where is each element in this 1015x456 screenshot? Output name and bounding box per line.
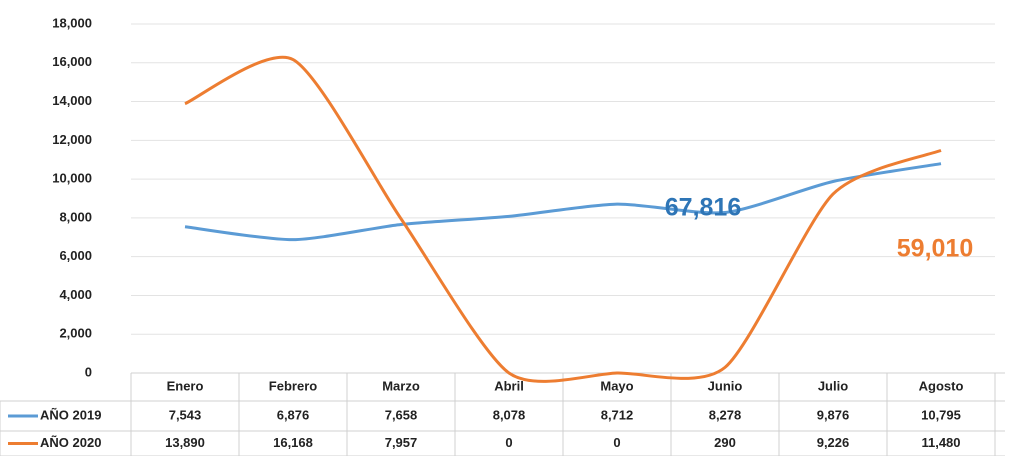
table-cell: 7,658 <box>385 407 418 422</box>
legend-label: AÑO 2019 <box>40 407 101 422</box>
y-tick-label: 4,000 <box>59 287 92 302</box>
y-tick-label: 16,000 <box>52 54 92 69</box>
table-cell: 9,226 <box>817 435 850 450</box>
table-cell: 8,712 <box>601 407 634 422</box>
table-cell: 7,543 <box>169 407 202 422</box>
table-cell: 9,876 <box>817 407 850 422</box>
legend-label: AÑO 2020 <box>40 435 101 450</box>
series-line <box>184 55 942 383</box>
table-cell: 0 <box>505 435 512 450</box>
series-line <box>184 162 942 242</box>
annotation: 59,010 <box>897 235 973 263</box>
annotation: 67,816 <box>665 194 741 222</box>
table-cell: 11,480 <box>921 435 960 450</box>
table-cell: 7,957 <box>385 435 418 450</box>
x-tick-label: Agosto <box>919 378 964 393</box>
y-tick-label: 14,000 <box>52 93 92 108</box>
y-tick-label: 8,000 <box>59 209 92 224</box>
table-cell: 0 <box>613 435 620 450</box>
table-cell: 6,876 <box>277 407 310 422</box>
y-tick-label: 6,000 <box>59 248 92 263</box>
table-cell: 290 <box>714 435 736 450</box>
table-cell: 10,795 <box>921 407 961 422</box>
table-cell: 8,078 <box>493 407 526 422</box>
table-cell: 16,168 <box>273 435 313 450</box>
x-tick-label: Mayo <box>600 378 633 393</box>
y-tick-label: 2,000 <box>59 326 92 341</box>
x-tick-label: Febrero <box>269 378 317 393</box>
x-tick-label: Junio <box>708 378 743 393</box>
y-tick-label: 10,000 <box>52 171 92 186</box>
x-tick-label: Marzo <box>382 378 420 393</box>
x-tick-label: Abril <box>494 378 524 393</box>
y-tick-label: 12,000 <box>52 132 92 147</box>
y-tick-label: 18,000 <box>52 15 92 30</box>
x-tick-label: Enero <box>167 378 204 393</box>
table-cell: 8,278 <box>709 407 742 422</box>
x-tick-label: Julio <box>818 378 848 393</box>
y-tick-label: 0 <box>85 364 92 379</box>
table-cell: 13,890 <box>165 435 205 450</box>
